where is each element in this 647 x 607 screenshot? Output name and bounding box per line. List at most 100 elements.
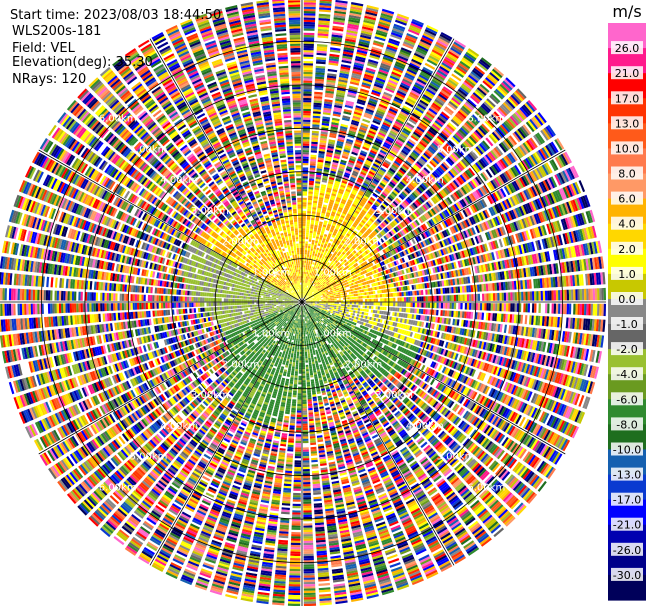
gate	[324, 94, 334, 99]
gate	[335, 178, 341, 182]
gate	[421, 154, 429, 161]
gate	[372, 163, 380, 168]
gate	[428, 145, 437, 153]
gate	[392, 307, 396, 312]
gate	[305, 291, 307, 294]
gate	[395, 61, 406, 68]
gate	[310, 248, 313, 251]
gate	[412, 302, 415, 308]
gate	[325, 214, 330, 218]
gate	[311, 242, 315, 245]
gate	[393, 144, 401, 151]
gate	[365, 108, 374, 113]
gate	[365, 138, 373, 143]
gate	[329, 229, 334, 233]
gate	[333, 307, 337, 309]
gate	[584, 288, 587, 301]
gate	[350, 291, 354, 294]
gate	[349, 219, 354, 224]
gate	[426, 59, 438, 67]
gate	[331, 191, 337, 195]
gate	[447, 102, 457, 111]
gate	[331, 193, 337, 197]
gate	[302, 241, 305, 244]
gate	[334, 203, 339, 207]
gate	[370, 216, 376, 221]
gate	[324, 162, 331, 166]
gate	[328, 176, 335, 181]
ray-10	[305, 39, 466, 297]
gate	[344, 44, 355, 49]
gate	[410, 291, 413, 296]
gate	[321, 274, 324, 277]
gate	[341, 300, 344, 302]
gate	[304, 282, 306, 285]
gate	[336, 296, 339, 299]
gate	[353, 230, 358, 235]
gate	[451, 45, 463, 54]
gate	[327, 223, 332, 227]
gate	[316, 284, 319, 287]
gate	[339, 216, 344, 221]
gate	[422, 117, 432, 124]
gate	[370, 183, 376, 189]
gate	[339, 249, 343, 253]
gate	[313, 100, 322, 104]
gate	[474, 90, 484, 100]
gate	[421, 36, 433, 44]
gate	[304, 276, 306, 279]
gate	[332, 209, 337, 213]
gate	[389, 181, 396, 187]
gate	[410, 135, 419, 142]
gate	[597, 303, 600, 316]
gate	[422, 94, 432, 101]
gate	[331, 211, 336, 215]
gate	[323, 276, 327, 279]
gate	[306, 219, 311, 222]
gate	[454, 113, 464, 122]
gate	[425, 289, 428, 295]
gate	[347, 302, 350, 305]
gate	[306, 283, 308, 286]
gate	[438, 134, 447, 142]
gate	[430, 144, 438, 152]
gate	[303, 136, 310, 140]
gate	[318, 197, 324, 200]
gate	[333, 186, 339, 191]
gate	[393, 302, 396, 307]
gate	[347, 199, 353, 203]
gate	[319, 144, 326, 148]
gate	[303, 69, 313, 73]
gate	[336, 313, 340, 316]
gate	[353, 64, 364, 69]
gate	[316, 263, 319, 267]
gate	[390, 192, 396, 199]
gate	[351, 119, 360, 124]
gate	[316, 232, 321, 235]
gate	[313, 246, 317, 250]
gate	[351, 174, 357, 179]
gate	[308, 191, 313, 194]
gate	[422, 66, 434, 74]
gate	[396, 59, 407, 66]
gate	[338, 294, 341, 296]
gate	[442, 129, 451, 137]
gate	[579, 303, 583, 315]
gate	[306, 258, 309, 262]
gate	[351, 307, 354, 310]
gate	[424, 29, 437, 37]
gate	[405, 291, 409, 296]
gate	[357, 98, 366, 104]
gate	[304, 254, 307, 257]
gate	[438, 114, 448, 123]
gate	[361, 28, 373, 34]
gate	[379, 306, 383, 310]
gate	[306, 228, 310, 231]
gate	[302, 206, 307, 209]
gate	[324, 101, 333, 105]
gate	[373, 83, 384, 89]
gate	[303, 37, 315, 40]
gate	[402, 147, 410, 154]
gate	[440, 89, 451, 98]
gate	[311, 280, 313, 283]
